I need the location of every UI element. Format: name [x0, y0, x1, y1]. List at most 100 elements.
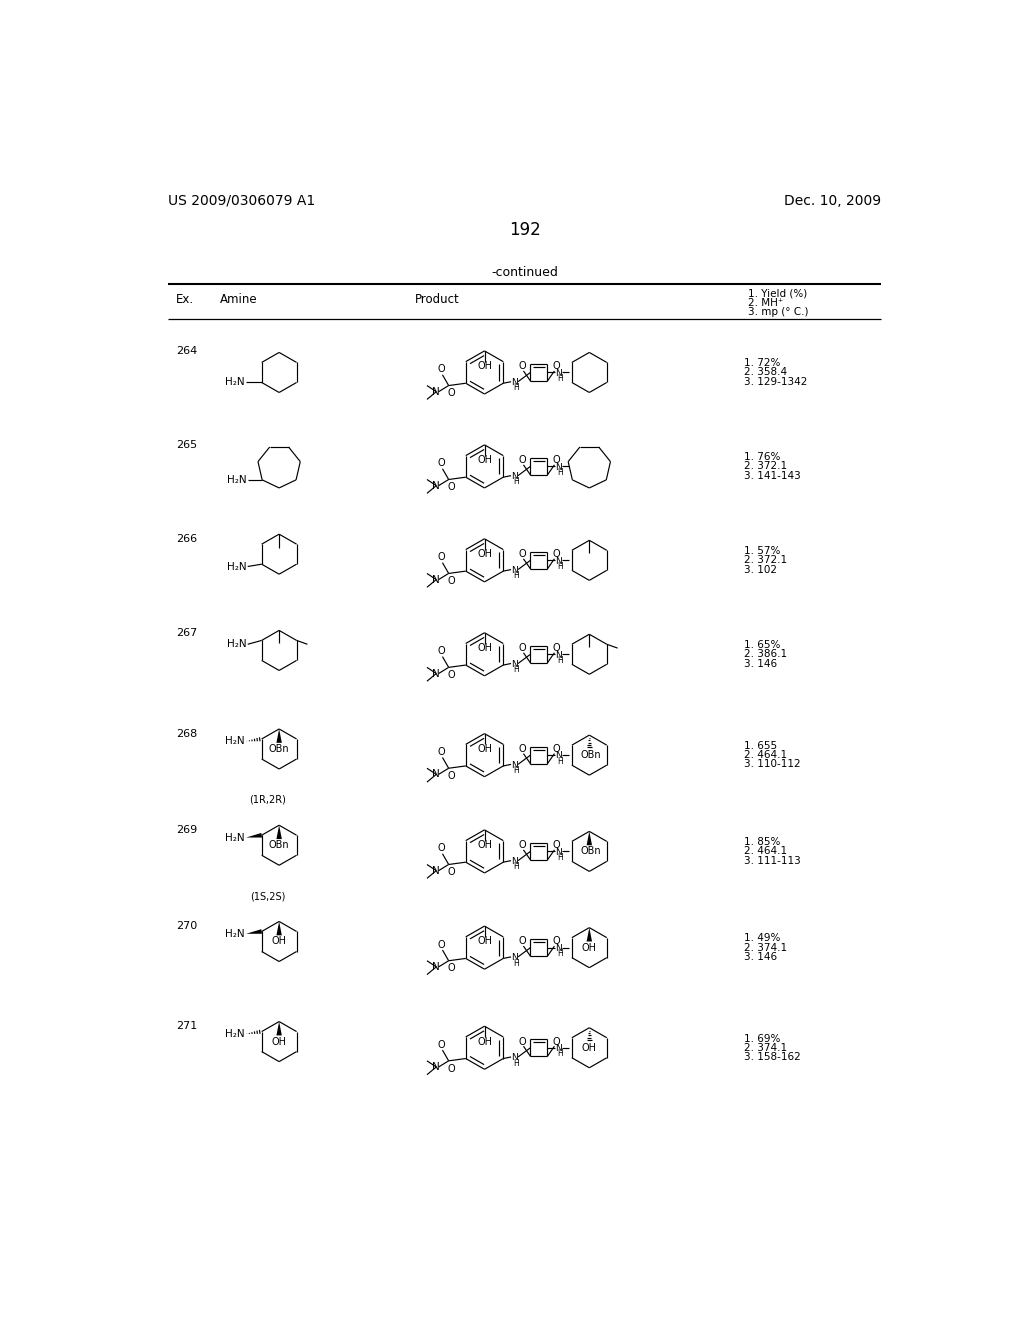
Text: 3. 102: 3. 102 — [744, 565, 777, 574]
Text: O: O — [447, 867, 455, 878]
Text: H: H — [513, 766, 518, 775]
Text: 265: 265 — [176, 440, 198, 450]
Text: N: N — [432, 480, 440, 491]
Text: H₂N: H₂N — [225, 737, 245, 746]
Text: H₂N: H₂N — [226, 639, 246, 649]
Text: 2. 374.1: 2. 374.1 — [744, 942, 787, 953]
Text: O: O — [437, 552, 444, 562]
Text: OH: OH — [477, 841, 492, 850]
Text: OH: OH — [477, 455, 492, 465]
Text: H: H — [557, 1049, 563, 1059]
Text: OH: OH — [477, 362, 492, 371]
Text: OBn: OBn — [581, 846, 601, 857]
Text: OBn: OBn — [269, 744, 290, 754]
Text: 1. 72%: 1. 72% — [744, 358, 780, 368]
Text: 264: 264 — [176, 346, 198, 356]
Text: OBn: OBn — [269, 841, 290, 850]
Text: 3. 111-113: 3. 111-113 — [744, 855, 801, 866]
Text: 2. MH⁺: 2. MH⁺ — [748, 298, 783, 308]
Text: N: N — [511, 566, 517, 574]
Text: O: O — [552, 455, 560, 465]
Text: 1. Yield (%): 1. Yield (%) — [748, 289, 807, 298]
Text: O: O — [437, 843, 444, 853]
Text: 1. 65%: 1. 65% — [744, 640, 780, 649]
Text: O: O — [518, 549, 525, 560]
Text: O: O — [552, 936, 560, 946]
Text: 3. 110-112: 3. 110-112 — [744, 759, 801, 770]
Text: 3. 158-162: 3. 158-162 — [744, 1052, 801, 1063]
Text: O: O — [518, 362, 525, 371]
Text: O: O — [518, 936, 525, 946]
Text: OH: OH — [477, 1036, 492, 1047]
Polygon shape — [276, 921, 282, 936]
Text: OH: OH — [477, 744, 492, 754]
Text: H: H — [513, 862, 518, 871]
Text: H: H — [513, 383, 518, 392]
Text: OH: OH — [582, 942, 597, 953]
Text: N: N — [432, 770, 440, 779]
Text: N: N — [511, 953, 517, 962]
Text: H: H — [557, 756, 563, 766]
Text: H: H — [513, 665, 518, 675]
Text: -continued: -continued — [492, 265, 558, 279]
Text: H₂N: H₂N — [225, 378, 245, 388]
Text: O: O — [518, 455, 525, 465]
Text: O: O — [518, 744, 525, 754]
Text: H₂N: H₂N — [227, 475, 247, 484]
Polygon shape — [246, 833, 262, 838]
Text: N: N — [432, 574, 440, 585]
Text: 266: 266 — [176, 533, 198, 544]
Text: O: O — [437, 940, 444, 949]
Text: (1S,2S): (1S,2S) — [250, 891, 286, 902]
Text: N: N — [555, 368, 562, 378]
Text: 1. 655: 1. 655 — [744, 741, 777, 751]
Text: O: O — [437, 458, 444, 469]
Text: O: O — [552, 362, 560, 371]
Text: N: N — [511, 1053, 517, 1063]
Text: N: N — [555, 944, 562, 953]
Text: O: O — [447, 671, 455, 680]
Text: H₂N: H₂N — [225, 1028, 245, 1039]
Text: O: O — [552, 841, 560, 850]
Text: N: N — [432, 1063, 440, 1072]
Text: O: O — [552, 549, 560, 560]
Text: 2. 374.1: 2. 374.1 — [744, 1043, 787, 1053]
Text: 2. 464.1: 2. 464.1 — [744, 750, 787, 760]
Text: O: O — [518, 1036, 525, 1047]
Text: 3. 146: 3. 146 — [744, 952, 777, 962]
Text: (1R,2R): (1R,2R) — [249, 795, 286, 805]
Text: 3. 146: 3. 146 — [744, 659, 777, 668]
Text: H₂N: H₂N — [226, 561, 246, 572]
Text: O: O — [518, 841, 525, 850]
Text: 269: 269 — [176, 825, 198, 834]
Text: OH: OH — [477, 936, 492, 946]
Text: 1. 57%: 1. 57% — [744, 546, 780, 556]
Text: OH: OH — [271, 936, 287, 946]
Text: Product: Product — [415, 293, 460, 306]
Text: N: N — [555, 557, 562, 565]
Text: OBn: OBn — [581, 750, 601, 760]
Text: H: H — [513, 572, 518, 581]
Text: Amine: Amine — [219, 293, 257, 306]
Polygon shape — [276, 729, 282, 743]
Text: H: H — [513, 958, 518, 968]
Text: H: H — [557, 469, 563, 477]
Text: 2. 372.1: 2. 372.1 — [744, 462, 787, 471]
Text: N: N — [432, 668, 440, 678]
Text: O: O — [552, 744, 560, 754]
Text: N: N — [511, 760, 517, 770]
Text: 3. 129-1342: 3. 129-1342 — [744, 376, 808, 387]
Text: O: O — [437, 1040, 444, 1049]
Text: N: N — [555, 651, 562, 660]
Text: O: O — [447, 1064, 455, 1073]
Text: O: O — [447, 964, 455, 973]
Text: H: H — [513, 478, 518, 486]
Text: O: O — [447, 576, 455, 586]
Text: 1. 85%: 1. 85% — [744, 837, 780, 847]
Text: Dec. 10, 2009: Dec. 10, 2009 — [784, 194, 882, 207]
Text: 2. 386.1: 2. 386.1 — [744, 649, 787, 659]
Text: O: O — [437, 647, 444, 656]
Text: O: O — [437, 364, 444, 375]
Text: H: H — [513, 1059, 518, 1068]
Text: N: N — [555, 751, 562, 760]
